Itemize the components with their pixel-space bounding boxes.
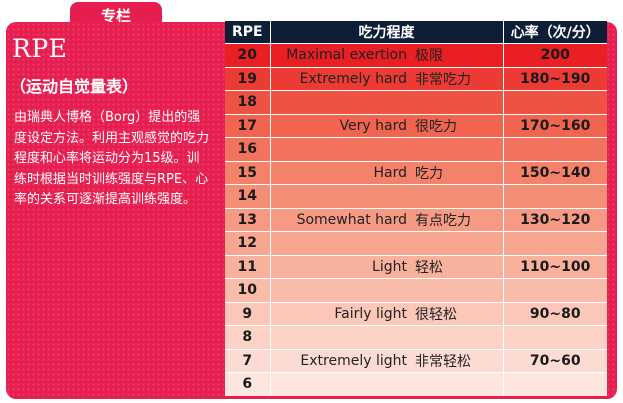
effort-english: Light	[270, 254, 413, 279]
effort-english	[270, 231, 413, 255]
heart-rate-value: 110~100	[503, 254, 607, 279]
rpe-value: 9	[225, 301, 271, 326]
heart-rate-value	[503, 90, 607, 114]
rpe-value: 18	[225, 90, 271, 114]
table-row: 6	[225, 372, 607, 396]
effort-chinese: 极限	[413, 43, 504, 67]
rpe-table-container: RPE 吃力程度 心率（次/分） 20 Maximal exertion 极限 200…	[225, 21, 607, 396]
table-row: 10	[225, 278, 607, 302]
effort-english: Extremely light	[270, 348, 413, 373]
rpe-value: 12	[225, 231, 271, 255]
effort-english: Maximal exertion	[270, 43, 413, 67]
table-row: 18	[225, 90, 607, 114]
header-effort: 吃力程度	[270, 21, 504, 44]
description-text: 由瑞典人博格（Borg）提出的强度设定方法。利用主观感觉的吃力程度和心率将运动分…	[14, 110, 210, 207]
table-row: 17 Very hard 很吃力 170~160	[225, 113, 607, 138]
effort-chinese	[413, 325, 504, 349]
rpe-value: 14	[225, 184, 271, 208]
effort-english	[270, 184, 413, 208]
effort-chinese: 很吃力	[413, 113, 504, 138]
effort-english	[270, 372, 413, 396]
heart-rate-value	[503, 184, 607, 208]
rpe-value: 6	[225, 372, 271, 396]
effort-chinese	[413, 372, 504, 396]
heart-rate-value	[503, 325, 607, 349]
rpe-value: 10	[225, 278, 271, 302]
table-row: 8	[225, 325, 607, 349]
header-heart-rate: 心率（次/分）	[503, 21, 607, 44]
table-row: 12	[225, 231, 607, 255]
table-row: 9 Fairly light 很轻松 90~80	[225, 301, 607, 326]
table-row: 15 Hard 吃力 150~140	[225, 160, 607, 185]
effort-english	[270, 90, 413, 114]
heart-rate-value	[503, 231, 607, 255]
effort-english: Somewhat hard	[270, 207, 413, 232]
header-rpe: RPE	[225, 21, 271, 44]
effort-chinese	[413, 90, 504, 114]
effort-chinese	[413, 231, 504, 255]
effort-chinese: 很轻松	[413, 301, 504, 326]
heart-rate-value: 170~160	[503, 113, 607, 138]
heart-rate-value	[503, 137, 607, 161]
rpe-value: 15	[225, 160, 271, 185]
effort-chinese: 轻松	[413, 254, 504, 279]
page-title: RPE	[12, 34, 68, 63]
effort-chinese: 非常轻松	[413, 348, 504, 373]
rpe-table: RPE 吃力程度 心率（次/分） 20 Maximal exertion 极限 200…	[225, 21, 607, 396]
heart-rate-value: 180~190	[503, 66, 607, 91]
table-row: 7 Extremely light 非常轻松 70~60	[225, 348, 607, 373]
heart-rate-value	[503, 372, 607, 396]
table-row: 16	[225, 137, 607, 161]
heart-rate-value	[503, 278, 607, 302]
rpe-value: 13	[225, 207, 271, 232]
table-row: 20 Maximal exertion 极限 200	[225, 43, 607, 67]
effort-chinese	[413, 137, 504, 161]
heart-rate-value: 150~140	[503, 160, 607, 185]
rpe-value: 17	[225, 113, 271, 138]
effort-chinese: 有点吃力	[413, 207, 504, 232]
rpe-value: 8	[225, 325, 271, 349]
effort-english	[270, 278, 413, 302]
effort-english: Very hard	[270, 113, 413, 138]
heart-rate-value: 130~120	[503, 207, 607, 232]
heart-rate-value: 70~60	[503, 348, 607, 373]
effort-english	[270, 137, 413, 161]
heart-rate-value: 200	[503, 43, 607, 67]
rpe-value: 16	[225, 137, 271, 161]
rpe-value: 7	[225, 348, 271, 373]
effort-chinese: 非常吃力	[413, 66, 504, 91]
table-row: 19 Extremely hard 非常吃力 180~190	[225, 66, 607, 91]
effort-chinese	[413, 184, 504, 208]
table-row: 14	[225, 184, 607, 208]
effort-chinese	[413, 278, 504, 302]
table-row: 13 Somewhat hard 有点吃力 130~120	[225, 207, 607, 232]
table-row: 11 Light 轻松 110~100	[225, 254, 607, 279]
rpe-value: 19	[225, 66, 271, 91]
page-subtitle: （运动自觉量表）	[10, 77, 139, 96]
effort-english: Extremely hard	[270, 66, 413, 91]
effort-english	[270, 325, 413, 349]
table-header-row: RPE 吃力程度 心率（次/分）	[225, 21, 607, 44]
effort-english: Fairly light	[270, 301, 413, 326]
rpe-value: 20	[225, 43, 271, 67]
heart-rate-value: 90~80	[503, 301, 607, 326]
effort-chinese: 吃力	[413, 160, 504, 185]
effort-english: Hard	[270, 160, 413, 185]
rpe-value: 11	[225, 254, 271, 279]
